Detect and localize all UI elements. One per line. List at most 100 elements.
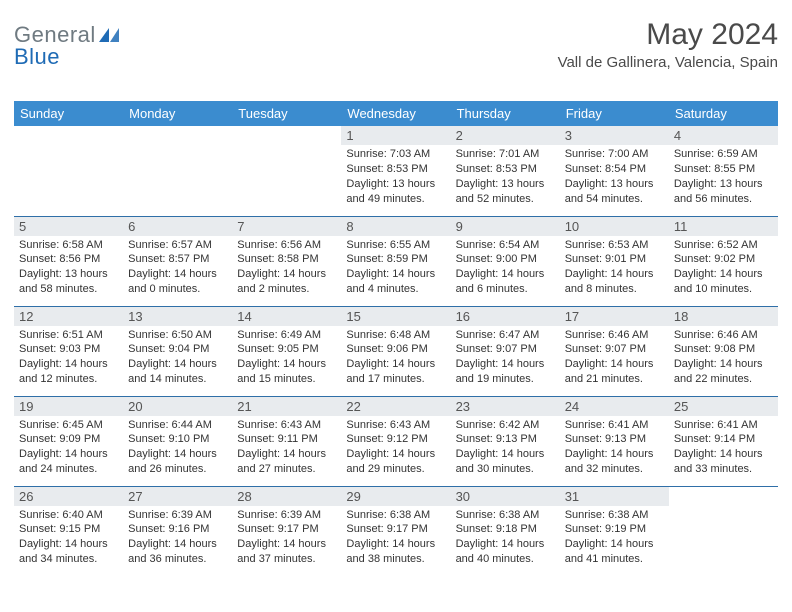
calendar-cell: 6Sunrise: 6:57 AM Sunset: 8:57 PM Daylig… <box>123 216 232 306</box>
calendar-cell: 14Sunrise: 6:49 AM Sunset: 9:05 PM Dayli… <box>232 306 341 396</box>
day-number: 27 <box>123 487 232 506</box>
day-number: 3 <box>560 126 669 145</box>
day-number: 8 <box>341 217 450 236</box>
weekday-header: Sunday <box>14 101 123 126</box>
calendar-cell: 7 Sunrise: 6:56 AM Sunset: 8:58 PM Daylig… <box>232 216 341 306</box>
calendar-cell: 29 Sunrise: 6:38 AM Sunset: 9:17 PM Dayli… <box>341 486 450 576</box>
weekday-header: Tuesday <box>232 101 341 126</box>
day-details: Sunrise: 6:38 AM Sunset: 9:19 PM Dayligh… <box>565 508 664 567</box>
day-details: Sunrise: 6:53 AM Sunset: 9:01 PM Dayligh… <box>565 238 664 297</box>
day-details: Sunrise: 6:51 AM Sunset: 9:03 PM Dayligh… <box>19 328 118 387</box>
calendar-cell: 22 Sunrise: 6:43 AM Sunset: 9:12 PM Dayli… <box>341 396 450 486</box>
day-details: Sunrise: 6:38 AM Sunset: 9:18 PM Dayligh… <box>456 508 555 567</box>
calendar-cell: 23 Sunrise: 6:42 AM Sunset: 9:13 PM Dayli… <box>451 396 560 486</box>
day-details: Sunrise: 6:52 AM Sunset: 9:02 PM Dayligh… <box>674 238 773 297</box>
day-number: 26 <box>14 487 123 506</box>
calendar-cell: 3 Sunrise: 7:00 AM Sunset: 8:54 PM Daylig… <box>560 126 669 216</box>
day-details: Sunrise: 6:41 AM Sunset: 9:13 PM Dayligh… <box>565 418 664 477</box>
calendar-cell: 24 Sunrise: 6:41 AM Sunset: 9:13 PM Dayli… <box>560 396 669 486</box>
day-details: Sunrise: 6:55 AM Sunset: 8:59 PM Dayligh… <box>346 238 445 297</box>
day-details: Sunrise: 6:47 AM Sunset: 9:07 PM Dayligh… <box>456 328 555 387</box>
day-number: 1 <box>341 126 450 145</box>
day-number: 24 <box>560 397 669 416</box>
day-number: 21 <box>232 397 341 416</box>
sail-icon <box>99 28 119 42</box>
day-details: Sunrise: 6:59 AM Sunset: 8:55 PM Dayligh… <box>674 147 773 206</box>
day-number: 5 <box>14 217 123 236</box>
day-details: Sunrise: 7:03 AM Sunset: 8:53 PM Dayligh… <box>346 147 445 206</box>
day-details: Sunrise: 6:44 AM Sunset: 9:10 PM Dayligh… <box>128 418 227 477</box>
weekday-header: Thursday <box>451 101 560 126</box>
month-title: May 2024 <box>558 18 778 52</box>
calendar-cell: 27 Sunrise: 6:39 AM Sunset: 9:16 PM Dayli… <box>123 486 232 576</box>
calendar-cell: 13 Sunrise: 6:50 AM Sunset: 9:04 PM Dayli… <box>123 306 232 396</box>
calendar-cell: 17 Sunrise: 6:46 AM Sunset: 9:07 PM Dayli… <box>560 306 669 396</box>
calendar-cell <box>123 126 232 216</box>
day-details: Sunrise: 6:39 AM Sunset: 9:16 PM Dayligh… <box>128 508 227 567</box>
calendar-cell: 10 Sunrise: 6:53 AM Sunset: 9:01 PM Dayli… <box>560 216 669 306</box>
calendar-cell <box>669 486 778 576</box>
day-details: Sunrise: 6:58 AM Sunset: 8:56 PM Dayligh… <box>19 238 118 297</box>
calendar-cell: 5 Sunrise: 6:58 AM Sunset: 8:56 PM Daylig… <box>14 216 123 306</box>
calendar-cell: 19 Sunrise: 6:45 AM Sunset: 9:09 PM Dayli… <box>14 396 123 486</box>
calendar-cell <box>14 126 123 216</box>
day-number: 23 <box>451 397 560 416</box>
day-details: Sunrise: 6:54 AM Sunset: 9:00 PM Dayligh… <box>456 238 555 297</box>
title-block: May 2024 Vall de Gallinera, Valencia, Sp… <box>558 18 778 71</box>
day-details: Sunrise: 6:38 AM Sunset: 9:17 PM Dayligh… <box>346 508 445 567</box>
day-details: Sunrise: 6:57 AM Sunset: 8:57 PM Dayligh… <box>128 238 227 297</box>
weekday-header-row: Sunday Monday Tuesday Wednesday Thursday… <box>14 101 778 126</box>
day-number: 7 <box>232 217 341 236</box>
calendar-cell: 9 Sunrise: 6:54 AM Sunset: 9:00 PM Daylig… <box>451 216 560 306</box>
day-number: 18 <box>669 307 778 326</box>
day-number: 9 <box>451 217 560 236</box>
location-text: Vall de Gallinera, Valencia, Spain <box>558 54 778 71</box>
calendar-cell: 31Sunrise: 6:38 AM Sunset: 9:19 PM Dayli… <box>560 486 669 576</box>
day-details: Sunrise: 6:40 AM Sunset: 9:15 PM Dayligh… <box>19 508 118 567</box>
day-number: 29 <box>341 487 450 506</box>
calendar-cell: 11 Sunrise: 6:52 AM Sunset: 9:02 PM Dayli… <box>669 216 778 306</box>
day-number: 10 <box>560 217 669 236</box>
day-details: Sunrise: 6:46 AM Sunset: 9:07 PM Dayligh… <box>565 328 664 387</box>
day-number: 22 <box>341 397 450 416</box>
weekday-header: Friday <box>560 101 669 126</box>
header: General May 2024 Vall de Gallinera, Vale… <box>14 18 778 71</box>
day-details: Sunrise: 6:45 AM Sunset: 9:09 PM Dayligh… <box>19 418 118 477</box>
day-number: 15 <box>341 307 450 326</box>
day-number: 13 <box>123 307 232 326</box>
day-number: 4 <box>669 126 778 145</box>
calendar-table: Sunday Monday Tuesday Wednesday Thursday… <box>14 101 778 576</box>
weekday-header: Monday <box>123 101 232 126</box>
calendar-cell: 30Sunrise: 6:38 AM Sunset: 9:18 PM Dayli… <box>451 486 560 576</box>
day-details: Sunrise: 7:00 AM Sunset: 8:54 PM Dayligh… <box>565 147 664 206</box>
calendar-cell: 18 Sunrise: 6:46 AM Sunset: 9:08 PM Dayli… <box>669 306 778 396</box>
day-details: Sunrise: 6:50 AM Sunset: 9:04 PM Dayligh… <box>128 328 227 387</box>
calendar-cell: 2 Sunrise: 7:01 AM Sunset: 8:53 PM Daylig… <box>451 126 560 216</box>
calendar-cell: 4 Sunrise: 6:59 AM Sunset: 8:55 PM Daylig… <box>669 126 778 216</box>
day-number: 20 <box>123 397 232 416</box>
day-details: Sunrise: 6:46 AM Sunset: 9:08 PM Dayligh… <box>674 328 773 387</box>
calendar-cell: 26 Sunrise: 6:40 AM Sunset: 9:15 PM Dayli… <box>14 486 123 576</box>
day-number: 17 <box>560 307 669 326</box>
calendar-cell: 1 Sunrise: 7:03 AM Sunset: 8:53 PM Daylig… <box>341 126 450 216</box>
calendar-cell: 28Sunrise: 6:39 AM Sunset: 9:17 PM Dayli… <box>232 486 341 576</box>
day-number: 25 <box>669 397 778 416</box>
calendar-cell: 21Sunrise: 6:43 AM Sunset: 9:11 PM Dayli… <box>232 396 341 486</box>
day-details: Sunrise: 6:41 AM Sunset: 9:14 PM Dayligh… <box>674 418 773 477</box>
day-details: Sunrise: 6:56 AM Sunset: 8:58 PM Dayligh… <box>237 238 336 297</box>
day-details: Sunrise: 6:48 AM Sunset: 9:06 PM Dayligh… <box>346 328 445 387</box>
day-details: Sunrise: 6:43 AM Sunset: 9:12 PM Dayligh… <box>346 418 445 477</box>
day-number: 16 <box>451 307 560 326</box>
calendar-cell: 16 Sunrise: 6:47 AM Sunset: 9:07 PM Dayli… <box>451 306 560 396</box>
calendar-cell: 12Sunrise: 6:51 AM Sunset: 9:03 PM Dayli… <box>14 306 123 396</box>
calendar-cell <box>232 126 341 216</box>
day-details: Sunrise: 6:49 AM Sunset: 9:05 PM Dayligh… <box>237 328 336 387</box>
day-number: 2 <box>451 126 560 145</box>
logo-text-blue: Blue <box>14 44 60 70</box>
day-number: 11 <box>669 217 778 236</box>
day-details: Sunrise: 7:01 AM Sunset: 8:53 PM Dayligh… <box>456 147 555 206</box>
calendar-cell: 20 Sunrise: 6:44 AM Sunset: 9:10 PM Dayli… <box>123 396 232 486</box>
calendar-cell: 25 Sunrise: 6:41 AM Sunset: 9:14 PM Dayli… <box>669 396 778 486</box>
day-details: Sunrise: 6:42 AM Sunset: 9:13 PM Dayligh… <box>456 418 555 477</box>
day-number: 19 <box>14 397 123 416</box>
